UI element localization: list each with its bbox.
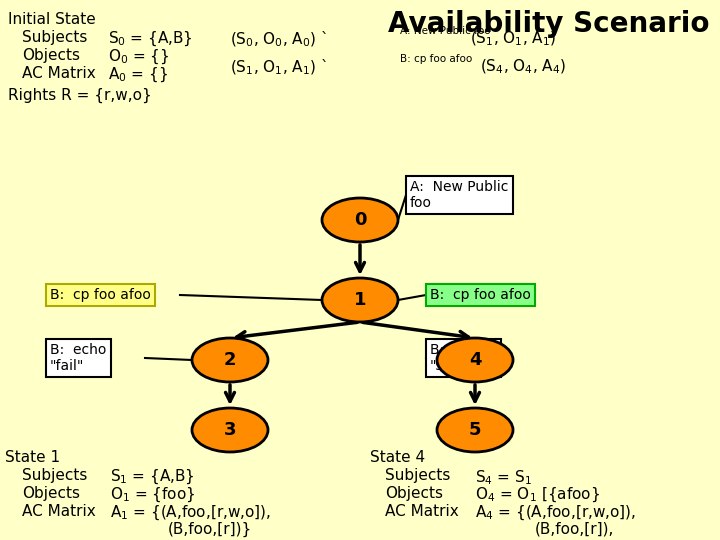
Ellipse shape [437, 408, 513, 452]
Text: AC Matrix: AC Matrix [22, 66, 96, 81]
Text: State 1: State 1 [5, 450, 60, 465]
Text: S$_4$ = S$_1$: S$_4$ = S$_1$ [475, 468, 532, 487]
Text: Subjects: Subjects [22, 468, 87, 483]
Text: O$_0$ = {}: O$_0$ = {} [108, 48, 169, 66]
Ellipse shape [322, 278, 398, 322]
Text: AC Matrix: AC Matrix [385, 504, 459, 519]
Text: Initial State: Initial State [8, 12, 96, 27]
Text: State 4: State 4 [370, 450, 425, 465]
Text: 5: 5 [469, 421, 481, 439]
Text: (S$_0$, O$_0$, A$_0$) `: (S$_0$, O$_0$, A$_0$) ` [230, 30, 328, 49]
Text: A: New Public foo: A: New Public foo [400, 26, 490, 36]
Text: B:  echo
"success": B: echo "success" [430, 343, 497, 373]
Text: O$_1$ = {foo}: O$_1$ = {foo} [110, 486, 195, 504]
Ellipse shape [192, 338, 268, 382]
Text: A$_1$ = {(A,foo,[r,w,o]),: A$_1$ = {(A,foo,[r,w,o]), [110, 504, 271, 522]
Text: Rights R = {r,w,o}: Rights R = {r,w,o} [8, 88, 152, 103]
Text: (B,foo,[r])}: (B,foo,[r])} [168, 522, 252, 537]
Text: Objects: Objects [22, 486, 80, 501]
Text: O$_4$ = O$_1$ [{afoo}: O$_4$ = O$_1$ [{afoo} [475, 486, 600, 504]
Text: S$_0$ = {A,B}: S$_0$ = {A,B} [108, 30, 193, 49]
Text: 0: 0 [354, 211, 366, 229]
Text: (S$_1$, O$_1$, A$_1$) `: (S$_1$, O$_1$, A$_1$) ` [230, 58, 328, 77]
Ellipse shape [437, 338, 513, 382]
Text: (S$_1$, O$_1$, A$_1$): (S$_1$, O$_1$, A$_1$) [470, 30, 557, 49]
Text: (S$_4$, O$_4$, A$_4$): (S$_4$, O$_4$, A$_4$) [480, 58, 566, 76]
Text: AC Matrix: AC Matrix [22, 504, 96, 519]
Text: Subjects: Subjects [22, 30, 87, 45]
Text: A:  New Public
foo: A: New Public foo [410, 180, 508, 210]
Ellipse shape [192, 408, 268, 452]
Text: 4: 4 [469, 351, 481, 369]
Text: 3: 3 [224, 421, 236, 439]
Text: Subjects: Subjects [385, 468, 451, 483]
Text: Objects: Objects [385, 486, 443, 501]
Text: Availability Scenario: Availability Scenario [389, 10, 710, 38]
Ellipse shape [322, 198, 398, 242]
Text: Objects: Objects [22, 48, 80, 63]
Text: B:  cp foo afoo: B: cp foo afoo [50, 288, 151, 302]
Text: B: cp foo afoo: B: cp foo afoo [400, 54, 472, 64]
Text: 2: 2 [224, 351, 236, 369]
Text: A$_4$ = {(A,foo,[r,w,o]),: A$_4$ = {(A,foo,[r,w,o]), [475, 504, 636, 522]
Text: B:  cp foo afoo: B: cp foo afoo [430, 288, 531, 302]
Text: B:  echo
"fail": B: echo "fail" [50, 343, 107, 373]
Text: (B,foo,[r]),: (B,foo,[r]), [535, 522, 614, 537]
Text: S$_1$ = {A,B}: S$_1$ = {A,B} [110, 468, 195, 487]
Text: 1: 1 [354, 291, 366, 309]
Text: A$_0$ = {}: A$_0$ = {} [108, 66, 168, 84]
